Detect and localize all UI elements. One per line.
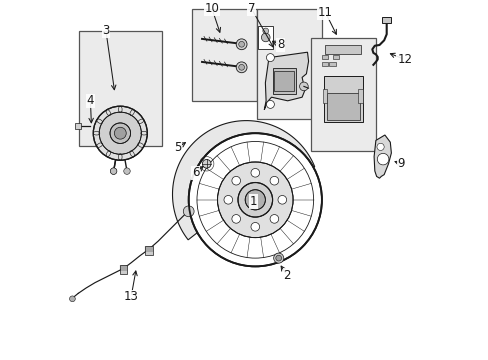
Bar [321,55,328,59]
Bar [258,26,273,49]
Circle shape [277,195,286,204]
Circle shape [93,106,147,160]
Bar [273,71,294,91]
Circle shape [250,222,259,231]
Bar [257,9,321,119]
Circle shape [99,112,141,154]
Text: 6: 6 [192,166,199,179]
Bar [120,265,127,274]
Circle shape [269,176,278,185]
Bar [321,62,328,66]
Circle shape [377,153,388,165]
Bar [325,45,361,54]
Text: 1: 1 [249,195,257,208]
Circle shape [202,159,211,168]
Text: 8: 8 [276,39,284,51]
Text: 9: 9 [397,157,404,170]
Circle shape [238,41,244,47]
Circle shape [269,215,278,223]
Text: 11: 11 [317,6,332,19]
Polygon shape [373,135,390,178]
Text: 7: 7 [247,3,255,15]
Bar [272,68,295,94]
Bar [358,89,362,103]
Circle shape [299,82,307,91]
Text: 5: 5 [174,141,181,154]
Circle shape [261,33,269,42]
Bar [192,9,257,101]
Circle shape [250,168,259,177]
Circle shape [231,176,240,185]
Circle shape [238,64,244,70]
Text: 3: 3 [102,24,109,37]
Circle shape [275,255,281,261]
Text: 13: 13 [123,291,138,303]
Polygon shape [172,121,314,240]
Circle shape [236,39,246,50]
Bar [75,123,81,129]
Circle shape [224,195,232,204]
Circle shape [183,206,194,217]
Text: 2: 2 [283,269,290,282]
Polygon shape [264,52,308,110]
Circle shape [217,162,292,238]
Circle shape [110,168,117,174]
Circle shape [110,168,117,174]
Circle shape [244,190,265,210]
Text: 10: 10 [204,3,219,15]
Text: 4: 4 [86,94,94,107]
Circle shape [236,62,246,73]
Circle shape [266,100,274,108]
Bar [79,31,162,146]
Circle shape [238,183,272,217]
Bar [328,62,335,66]
Circle shape [238,222,247,231]
Circle shape [188,133,321,266]
Circle shape [376,143,384,150]
Bar [310,38,375,151]
Bar [322,89,326,103]
Bar [332,55,339,59]
Circle shape [273,253,283,263]
Bar [381,17,390,23]
Bar [323,76,363,122]
Text: /: / [228,201,231,211]
Circle shape [231,215,240,223]
Circle shape [123,168,130,174]
Circle shape [114,127,126,139]
Circle shape [110,123,130,143]
Text: 12: 12 [396,53,411,66]
Bar [326,93,360,120]
Circle shape [69,296,75,302]
Bar [145,246,152,255]
Circle shape [263,28,268,34]
Circle shape [266,54,274,62]
